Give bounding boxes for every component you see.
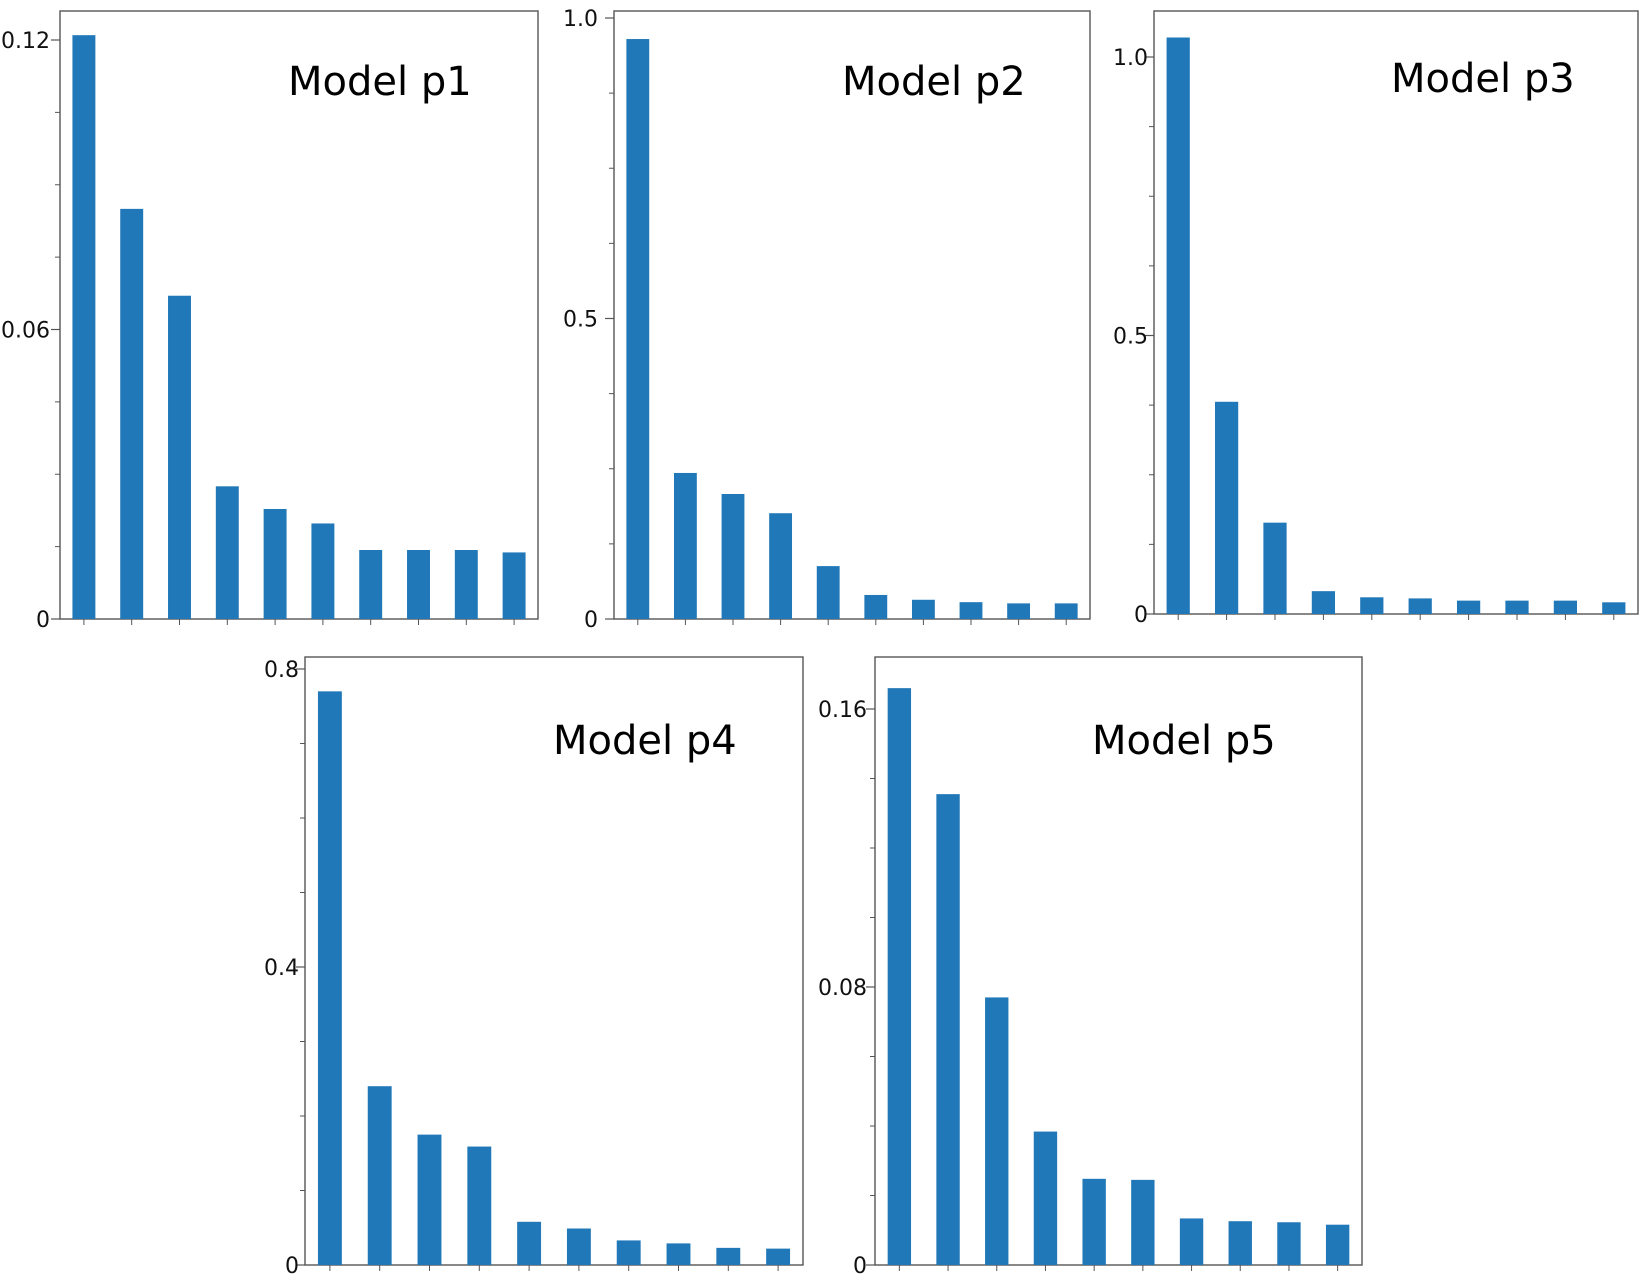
bar	[985, 997, 1009, 1265]
bar	[566, 1228, 591, 1265]
bar	[454, 550, 478, 619]
bar	[1082, 1178, 1106, 1265]
bar	[215, 486, 239, 619]
bar	[1277, 1222, 1301, 1265]
bar	[1311, 591, 1336, 614]
chart-panel-5: 0 0.08 0.16 Model p5	[818, 656, 1363, 1277]
bar	[417, 1134, 442, 1265]
plot-frame	[304, 656, 804, 1266]
bar	[766, 1248, 791, 1265]
y-tick-label: 0.08	[818, 976, 867, 1001]
plot-frame	[59, 10, 539, 620]
y-tick-label: 0.5	[1113, 325, 1148, 350]
bar	[120, 208, 144, 619]
bar	[1325, 1224, 1350, 1265]
y-tick-label: 0	[285, 1254, 299, 1277]
y-tick-label: 0.4	[264, 956, 299, 981]
bar	[816, 566, 840, 619]
bar	[1408, 598, 1432, 614]
chart-panel-1: 0 0.06 0.12 Model p1	[1, 10, 539, 633]
bar	[1131, 1179, 1155, 1265]
bar	[467, 1146, 492, 1265]
bar	[1007, 603, 1031, 619]
bar	[359, 550, 383, 619]
chart-panel-4: 0 0.4 0.8 Model p4	[264, 656, 804, 1277]
bar	[716, 1247, 741, 1265]
bar	[626, 39, 650, 620]
bar	[1456, 600, 1481, 614]
bar	[936, 794, 960, 1265]
bar	[1166, 37, 1190, 614]
bar	[1179, 1218, 1204, 1265]
bar	[1214, 401, 1239, 614]
plot-frame	[1153, 10, 1639, 615]
y-tick-label: 1.0	[563, 7, 598, 32]
bar	[864, 594, 888, 619]
plot-frame	[874, 656, 1363, 1266]
bar	[407, 550, 430, 619]
bar	[1553, 600, 1578, 614]
bar	[263, 508, 287, 619]
y-tick-label: 0	[1134, 603, 1148, 628]
bar	[1360, 597, 1384, 614]
bar	[367, 1086, 392, 1265]
bar	[769, 513, 793, 619]
y-tick-label: 0.06	[1, 319, 50, 344]
bar	[1602, 602, 1626, 614]
y-tick-label: 0.12	[1, 29, 50, 54]
bar	[673, 472, 697, 619]
chart-panel-2: 0 0.5 1.0 Model p2	[563, 7, 1091, 633]
y-tick-label: 0.16	[818, 698, 867, 723]
y-tick-label: 0.8	[264, 658, 299, 683]
bar	[1054, 603, 1078, 619]
chart-title: Model p5	[1092, 718, 1276, 764]
chart-title: Model p2	[842, 59, 1026, 105]
bar	[1263, 522, 1287, 614]
chart-title: Model p4	[553, 718, 737, 764]
bar	[721, 493, 745, 619]
chart-panel-3: 0 0.5 1.0 Model p3	[1113, 10, 1639, 628]
y-tick-label: 0	[853, 1254, 867, 1277]
bar	[1505, 600, 1529, 614]
y-tick-label: 0.5	[563, 308, 598, 333]
bar	[311, 523, 335, 619]
bar	[887, 688, 912, 1265]
bar	[502, 552, 526, 619]
bar	[911, 599, 935, 619]
chart-title: Model p1	[288, 59, 472, 105]
bar	[168, 295, 191, 619]
bar	[72, 35, 96, 620]
bar	[666, 1243, 691, 1265]
bar	[1228, 1221, 1252, 1265]
y-tick-label: 0	[584, 608, 598, 633]
chart-title: Model p3	[1391, 56, 1575, 102]
bar	[1033, 1131, 1058, 1265]
y-tick-label: 1.0	[1113, 46, 1148, 71]
y-tick-label: 0	[36, 608, 50, 633]
bar	[616, 1240, 641, 1265]
bar	[317, 691, 342, 1265]
plot-frame	[613, 10, 1091, 620]
bar	[959, 602, 983, 619]
bar	[517, 1221, 542, 1265]
